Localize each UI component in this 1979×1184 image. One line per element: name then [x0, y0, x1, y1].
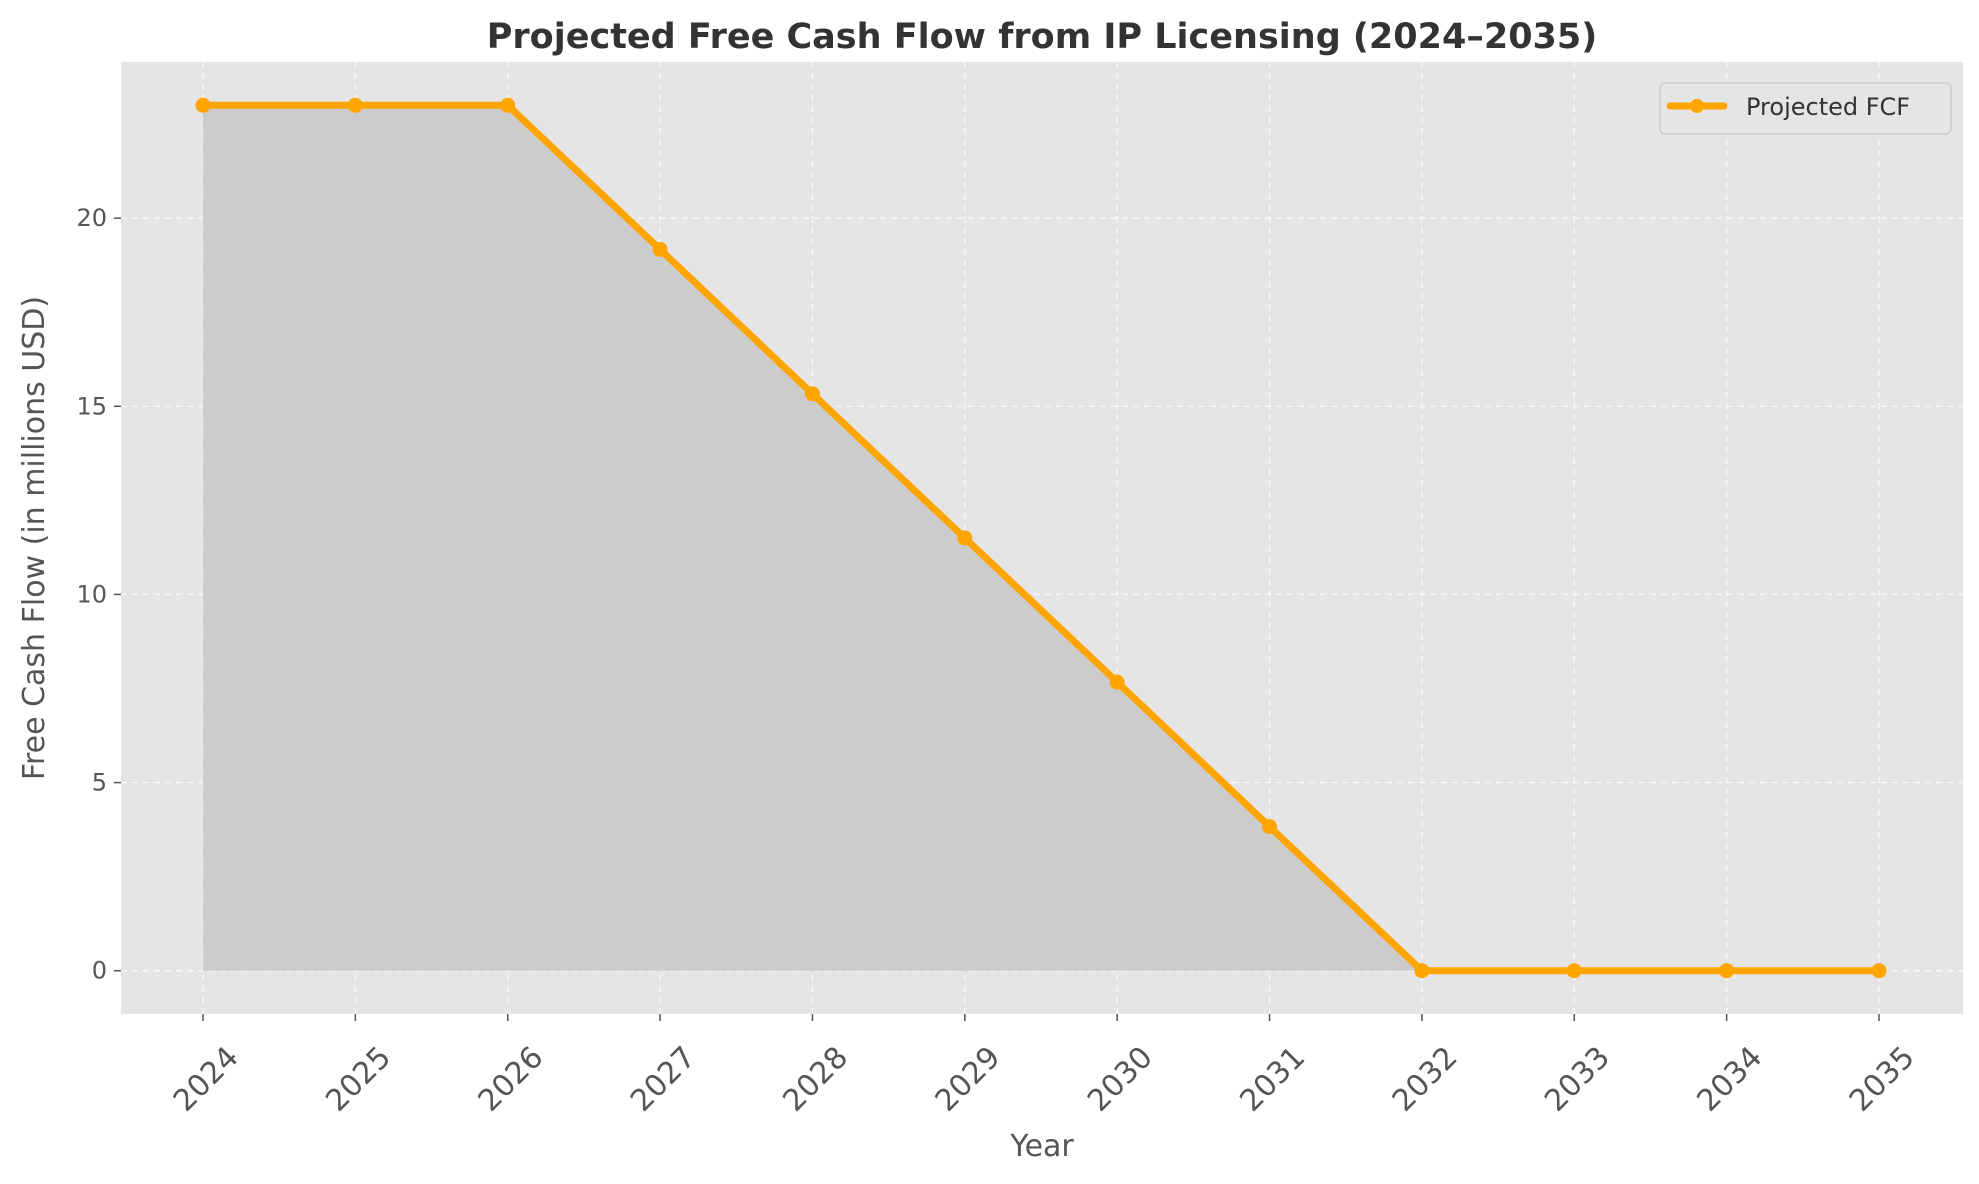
series-line-group [199, 101, 1883, 975]
x-axis-label: Year [1009, 1129, 1074, 1164]
x-tick-label: 2035 [1843, 1040, 1922, 1119]
data-point [1109, 674, 1125, 690]
legend: Projected FCF [1659, 82, 1952, 135]
data-point [1414, 963, 1430, 979]
x-tick-label: 2031 [1233, 1040, 1312, 1119]
y-tick-label: 0 [92, 957, 107, 985]
y-tick-label: 10 [76, 580, 107, 608]
data-points-group [195, 97, 1887, 979]
y-tick-label: 15 [76, 392, 107, 420]
series-line [199, 101, 1883, 975]
data-point [1871, 963, 1887, 979]
legend-box [1659, 82, 1952, 135]
y-axis-ticks: 0 5 10 15 20 [76, 204, 121, 985]
legend-label: Projected FCF [1746, 93, 1910, 121]
x-tick-label: 2026 [472, 1040, 551, 1119]
data-point [652, 241, 668, 257]
y-tick-label: 5 [92, 769, 107, 797]
x-tick-label: 2030 [1081, 1040, 1160, 1119]
data-point [500, 97, 516, 113]
x-tick-label: 2034 [1691, 1040, 1770, 1119]
y-axis-label: Free Cash Flow (in millions USD) [17, 296, 52, 780]
x-tick-label: 2032 [1386, 1040, 1465, 1119]
x-tick-label: 2024 [167, 1040, 246, 1119]
x-axis-ticks: 2024 2025 2026 2027 2028 2029 2030 2031 2032 2033… [167, 1014, 1922, 1119]
x-tick-label: 2029 [929, 1040, 1008, 1119]
area-fill [203, 105, 1879, 971]
data-point [347, 97, 363, 113]
x-tick-label: 2028 [776, 1040, 855, 1119]
x-tick-label: 2027 [624, 1040, 703, 1119]
data-point [1262, 819, 1278, 835]
x-tick-label: 2033 [1538, 1040, 1617, 1119]
data-point [804, 386, 820, 402]
legend-marker-swatch [1690, 99, 1704, 113]
x-tick-label: 2025 [319, 1040, 398, 1119]
data-point [957, 530, 973, 546]
area-fill-group [203, 105, 1879, 971]
data-point [195, 97, 211, 113]
data-point [1566, 963, 1582, 979]
y-tick-label: 20 [76, 204, 107, 232]
chart-title: Projected Free Cash Flow from IP Licensi… [487, 17, 1598, 57]
data-point [1719, 963, 1735, 979]
